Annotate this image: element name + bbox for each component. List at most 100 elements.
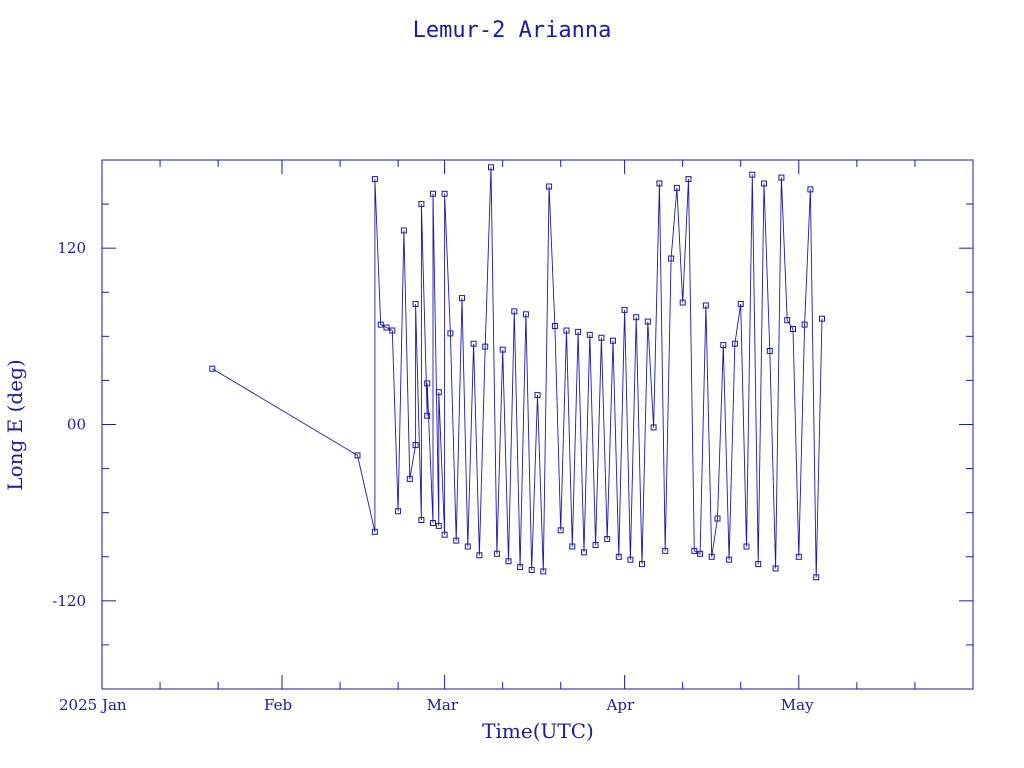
data-point xyxy=(557,527,564,534)
data-point xyxy=(633,314,640,321)
x-tick-label: 2025 Jan xyxy=(59,696,127,714)
data-point xyxy=(371,528,378,535)
data-point xyxy=(772,565,779,572)
data-point xyxy=(209,365,216,372)
data-point xyxy=(424,412,431,419)
data-point xyxy=(482,343,489,350)
data-point xyxy=(761,180,767,187)
data-point xyxy=(685,176,692,183)
plot-area xyxy=(209,164,825,581)
data-point xyxy=(389,327,396,334)
data-point xyxy=(441,190,448,197)
plot-frame xyxy=(101,159,974,690)
x-tick-label: Mar xyxy=(427,696,459,714)
data-point xyxy=(551,323,558,329)
data-point xyxy=(598,334,605,341)
data-point xyxy=(610,337,616,344)
data-point xyxy=(644,318,651,325)
data-point xyxy=(691,547,698,554)
data-point xyxy=(581,549,587,556)
data-point xyxy=(435,389,442,396)
data-point xyxy=(418,517,425,523)
data-point xyxy=(476,552,483,559)
data-point xyxy=(639,561,645,568)
data-point xyxy=(412,301,419,307)
data-point xyxy=(801,321,808,328)
data-point xyxy=(354,452,361,459)
x-tick-label: Apr xyxy=(606,696,635,714)
data-point xyxy=(604,536,611,543)
data-point xyxy=(795,553,802,560)
y-tick-label: -120 xyxy=(52,592,86,610)
x-axis: 2025 Jan Feb Mar Apr May xyxy=(59,160,916,714)
data-point xyxy=(412,442,419,449)
data-point xyxy=(586,331,593,338)
data-point xyxy=(464,543,471,550)
data-point xyxy=(528,567,535,573)
data-point xyxy=(737,301,744,307)
data-point xyxy=(673,184,680,191)
data-point xyxy=(702,302,709,309)
data-point xyxy=(400,227,407,234)
data-point xyxy=(668,255,675,262)
data-point xyxy=(430,190,436,197)
data-point xyxy=(621,306,628,313)
data-point xyxy=(563,327,570,334)
x-tick-label: May xyxy=(781,696,814,714)
data-point xyxy=(731,340,738,347)
data-point xyxy=(790,326,796,332)
data-point xyxy=(813,574,820,581)
data-point xyxy=(819,315,825,322)
data-point xyxy=(395,508,402,515)
data-point xyxy=(720,342,727,349)
data-point xyxy=(418,201,425,208)
data-point xyxy=(766,348,773,354)
data-point xyxy=(522,311,529,318)
data-point xyxy=(371,176,378,183)
data-point xyxy=(453,537,460,544)
data-point xyxy=(430,520,436,526)
data-point xyxy=(662,547,669,554)
x-axis-label: Time(UTC) xyxy=(482,719,594,743)
data-point xyxy=(493,550,500,557)
data-point xyxy=(459,295,465,302)
y-tick-label: 120 xyxy=(57,239,86,257)
data-point xyxy=(435,522,442,529)
data-point xyxy=(511,308,518,315)
data-point xyxy=(505,558,512,565)
data-point xyxy=(447,330,454,337)
x-tick-label: Feb xyxy=(264,696,292,714)
data-point xyxy=(517,564,524,570)
data-point xyxy=(650,424,657,431)
data-point xyxy=(569,543,576,550)
data-point xyxy=(575,328,582,335)
chart-title: Lemur-2 Arianna xyxy=(413,18,612,43)
data-point xyxy=(383,324,390,331)
data-point xyxy=(406,475,413,482)
data-point xyxy=(778,174,785,181)
data-point xyxy=(749,171,756,178)
data-point xyxy=(377,321,384,328)
data-point xyxy=(546,183,553,190)
data-point xyxy=(540,568,547,575)
series-line xyxy=(212,167,823,578)
y-axis: 120 00 -120 xyxy=(52,203,973,646)
data-point xyxy=(470,340,477,347)
data-point xyxy=(488,164,494,171)
data-point xyxy=(534,392,541,399)
data-point xyxy=(807,186,814,193)
data-point xyxy=(755,561,762,568)
y-axis-label: Long E (deg) xyxy=(3,359,27,490)
data-point xyxy=(743,543,750,550)
data-point xyxy=(679,299,686,306)
data-point xyxy=(424,380,431,387)
data-point xyxy=(714,515,721,522)
data-point xyxy=(784,317,791,324)
data-point xyxy=(592,542,599,548)
data-point xyxy=(697,550,704,557)
data-point xyxy=(726,556,733,563)
y-tick-label: 00 xyxy=(67,416,86,434)
data-point xyxy=(499,346,506,353)
data-point xyxy=(615,553,622,560)
